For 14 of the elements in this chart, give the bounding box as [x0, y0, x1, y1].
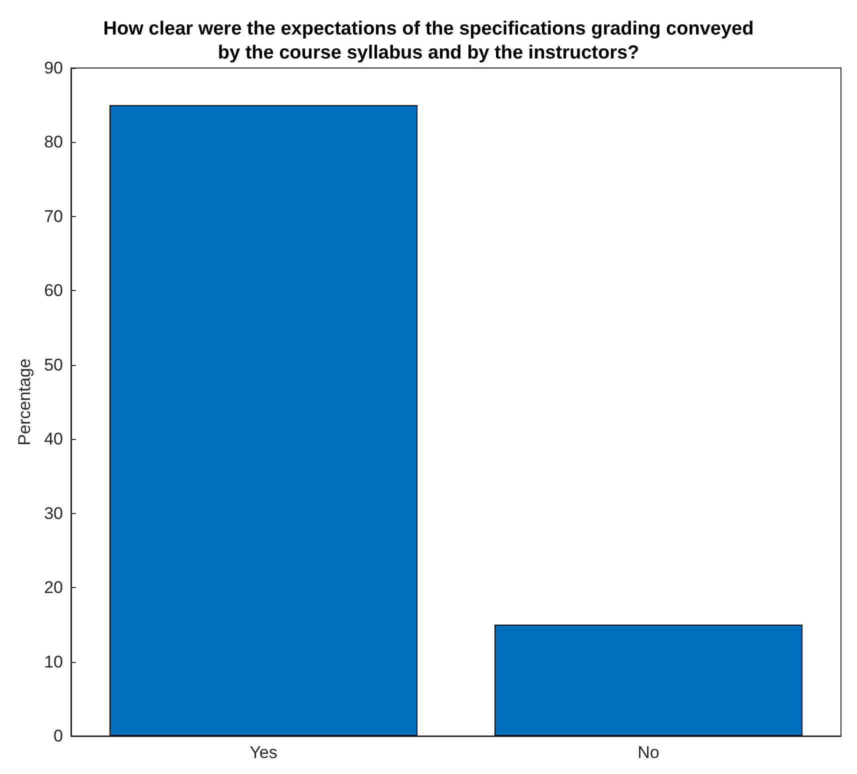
- x-tick-label: Yes: [250, 743, 278, 762]
- y-tick-label: 10: [44, 652, 63, 672]
- y-tick-label: 50: [44, 355, 63, 374]
- x-tick-label: No: [638, 743, 660, 762]
- chart-title: How clear were the expectations of the specifications grading conveyed by the course syllabus and by the instructors?: [103, 18, 754, 64]
- y-axis-title: Percentage: [15, 358, 34, 446]
- y-tick-label: 80: [44, 132, 63, 152]
- y-tick-label: 60: [44, 281, 63, 300]
- y-tick-label: 40: [44, 430, 63, 449]
- y-tick-label: 30: [44, 504, 63, 523]
- y-tick-label: 0: [54, 726, 63, 746]
- y-tick-label: 20: [44, 578, 63, 598]
- y-tick-label: 90: [44, 58, 63, 78]
- y-tick-label: 70: [44, 206, 63, 226]
